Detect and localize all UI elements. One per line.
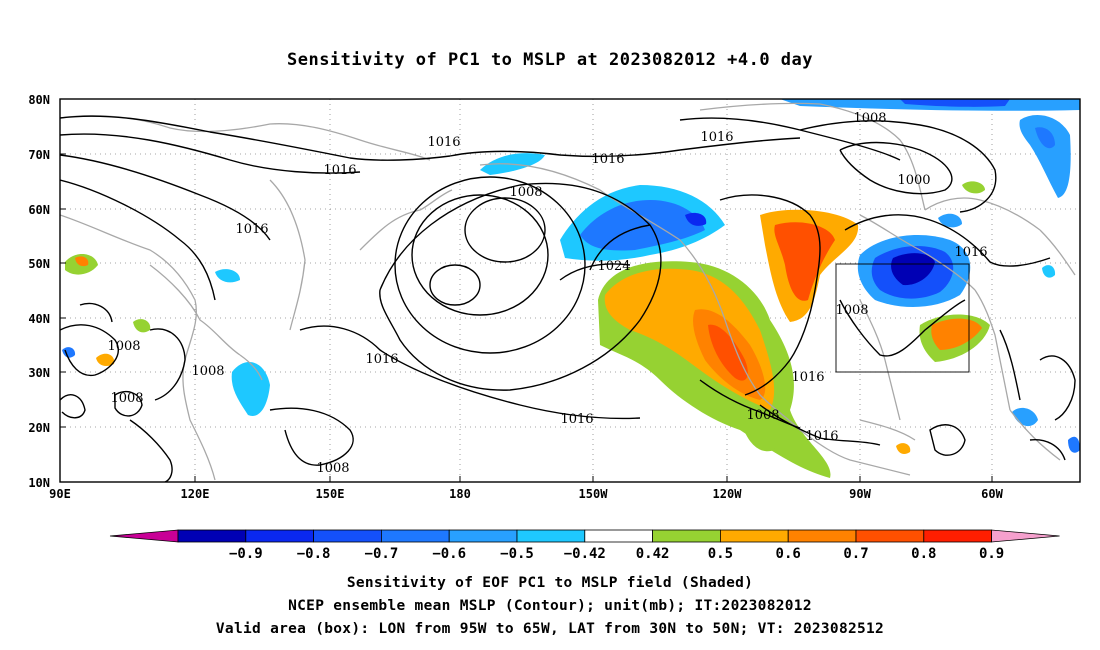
lat-label-40n: 40N — [28, 312, 50, 326]
colorbar-segment — [516, 529, 586, 543]
contour-label: 1016 — [954, 245, 987, 260]
colorbar-segment — [720, 529, 789, 543]
longitude-labels: 90E 120E 150E 180 150W 120W 90W 60W — [49, 487, 1003, 501]
lat-label-60n: 60N — [28, 203, 50, 217]
colorbar-segment — [313, 529, 382, 543]
contour-label: 1016 — [700, 130, 733, 145]
colorbar-label: −0.9 — [229, 546, 263, 562]
grid-lines — [60, 99, 1080, 482]
contour-label: 1016 — [591, 152, 624, 167]
contour-label: 1016 — [805, 429, 838, 444]
lat-label-30n: 30N — [28, 366, 50, 380]
contour-label: 1008 — [835, 303, 868, 318]
contour-label: 1016 — [323, 163, 356, 178]
latitude-labels: 80N 70N 60N 50N 40N 30N 20N 10N — [28, 93, 50, 490]
colorbar-segment — [380, 529, 450, 543]
lon-label-180: 180 — [449, 487, 471, 501]
lon-label-90e: 90E — [49, 487, 71, 501]
caption-valid-area: Valid area (box): LON from 95W to 65W, L… — [215, 621, 885, 637]
lon-label-90w: 90W — [849, 487, 871, 501]
colorbar-segment — [245, 529, 315, 543]
map-frame — [59, 98, 1081, 483]
contour-label: 1008 — [853, 111, 886, 126]
colorbar-low-end — [109, 529, 179, 543]
contour-label: 1000 — [897, 173, 930, 188]
colorbar: −0.9 −0.8 −0.7 −0.6 −0.5 −0.42 0.42 0.5 0.6 0.7 0.… — [109, 529, 1060, 562]
contour-label: 1016 — [235, 222, 268, 237]
contour-labels: 1016 1016 1016 1016 1008 1008 1000 1016 … — [107, 111, 987, 476]
lat-label-80n: 80N — [28, 93, 50, 107]
colorbar-label: 0.42 — [636, 546, 670, 562]
contour-label: 1016 — [560, 412, 593, 427]
colorbar-label: 0.5 — [708, 546, 733, 562]
valid-area-box — [835, 263, 970, 373]
colorbar-label: −0.7 — [365, 546, 399, 562]
lat-label-50n: 50N — [28, 257, 50, 271]
caption-contour: NCEP ensemble mean MSLP (Contour); unit(… — [288, 598, 812, 614]
map-title: Sensitivity of PC1 to MSLP at 2023082012… — [286, 50, 813, 70]
colorbar-label: 0.6 — [776, 546, 801, 562]
contour-label: 1024 — [597, 259, 630, 274]
lon-label-60w: 60W — [981, 487, 1003, 501]
positive-sensitivity-shading — [65, 181, 990, 478]
contour-label: 1016 — [365, 352, 398, 367]
colorbar-segment — [177, 529, 247, 543]
colorbar-label: −0.6 — [432, 546, 466, 562]
contour-label: 1016 — [427, 135, 460, 150]
axis-ticks — [60, 98, 993, 482]
colorbar-label: 0.7 — [843, 546, 868, 562]
colorbar-segment — [855, 529, 925, 543]
caption-shaded: Sensitivity of EOF PC1 to MSLP field (Sh… — [346, 575, 754, 591]
lat-label-20n: 20N — [28, 421, 50, 435]
colorbar-segment — [448, 529, 518, 543]
lon-label-150e: 150E — [316, 487, 345, 501]
colorbar-segment — [652, 529, 721, 543]
lon-label-120w: 120W — [713, 487, 743, 501]
colorbar-segment — [787, 529, 857, 543]
colorbar-label: 0.8 — [911, 546, 936, 562]
contour-label: 1008 — [191, 364, 224, 379]
colorbar-label: −0.5 — [500, 546, 534, 562]
colorbar-label: −0.42 — [564, 546, 606, 562]
contour-label: 1016 — [791, 370, 824, 385]
lat-label-10n: 10N — [28, 476, 50, 490]
colorbar-segment — [584, 529, 653, 543]
mslp-contours — [60, 115, 1076, 482]
colorbar-segment — [923, 529, 992, 543]
contour-label: 1008 — [107, 339, 140, 354]
lat-label-70n: 70N — [28, 148, 50, 162]
contour-label: 1008 — [509, 185, 542, 200]
colorbar-label: 0.9 — [979, 546, 1004, 562]
colorbar-label: −0.8 — [297, 546, 331, 562]
contour-label: 1008 — [110, 391, 143, 406]
contour-label: 1008 — [316, 461, 349, 476]
colorbar-high-end — [991, 529, 1060, 543]
lon-label-120e: 120E — [181, 487, 210, 501]
lon-label-150w: 150W — [579, 487, 609, 501]
contour-label: 1008 — [746, 408, 779, 423]
